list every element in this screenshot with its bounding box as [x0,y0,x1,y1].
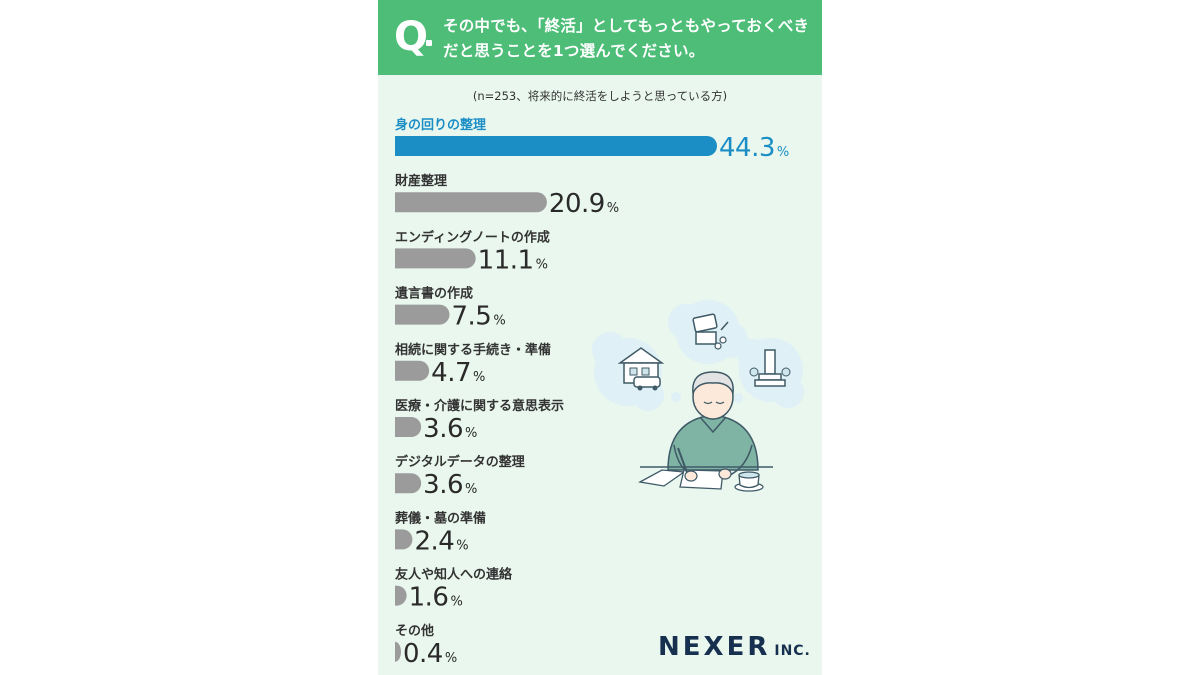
person-hair [692,371,734,396]
paper-left [638,469,686,487]
value-label: 3.6 [423,470,463,500]
thought-bubble-house [592,332,665,411]
bar [395,417,422,437]
logo-suffix: INC. [774,643,811,659]
percent-sign: % [465,426,477,441]
thought-bubble-money [668,300,748,364]
q-dot [426,40,432,46]
value-label: 44.3 [719,133,775,163]
value-label: 0.4 [403,639,443,669]
category-label: エンディングノートの作成 [395,229,550,245]
percent-sign: % [536,257,548,272]
bar [395,360,430,381]
bar [395,585,407,606]
category-label: 遺言書の作成 [394,286,473,302]
thought-bubble-grave [737,338,804,408]
question-line-2: だと思うことを1つ選んでください。 [443,42,705,60]
value-label: 2.4 [414,526,454,556]
category-label: 相続に関する手続き・準備 [395,342,551,358]
q-mark: Q [394,14,429,60]
bar [395,192,547,213]
bar [395,641,401,662]
value-label: 7.5 [452,302,492,332]
percent-sign: % [450,595,462,610]
percent-sign: % [456,538,468,553]
value-label: 11.1 [478,245,534,275]
bar [395,136,717,156]
category-label: 身の回りの整理 [395,117,486,133]
survey-card: Q その中でも、「終活」としてもっともやっておくべき だと思うことを1つ選んでく… [378,0,822,675]
nexer-logo: NEXER INC. [658,632,811,662]
percent-sign: % [445,651,457,666]
value-label: 1.6 [409,583,449,613]
percent-sign: % [607,201,619,216]
question-header: Q その中でも、「終活」としてもっともやっておくべき だと思うことを1つ選んでく… [378,0,822,75]
percent-sign: % [493,314,505,329]
value-label: 20.9 [549,189,605,219]
value-label: 4.7 [431,358,471,388]
category-label: 財産整理 [394,173,447,189]
category-label: 友人や知人への連絡 [395,567,513,583]
person-writing-illustration [592,300,804,492]
question-line-1: その中でも、「終活」としてもっともやっておくべき [443,17,810,35]
value-label: 3.6 [423,414,463,444]
bar [395,473,422,494]
bar [395,304,450,325]
sample-note: (n=253、将来的に終活をしようと思っている方) [472,89,728,103]
category-label: 医療・介護に関する意思表示 [395,398,564,414]
logo-name: NEXER [658,632,771,662]
bar [395,248,476,269]
bar [395,529,413,550]
percent-sign: % [465,482,477,497]
category-label: 葬儀・墓の準備 [395,510,486,526]
percent-sign: % [473,370,485,385]
percent-sign: % [777,145,789,160]
category-label: デジタルデータの整理 [395,454,525,470]
category-label: その他 [395,623,434,639]
